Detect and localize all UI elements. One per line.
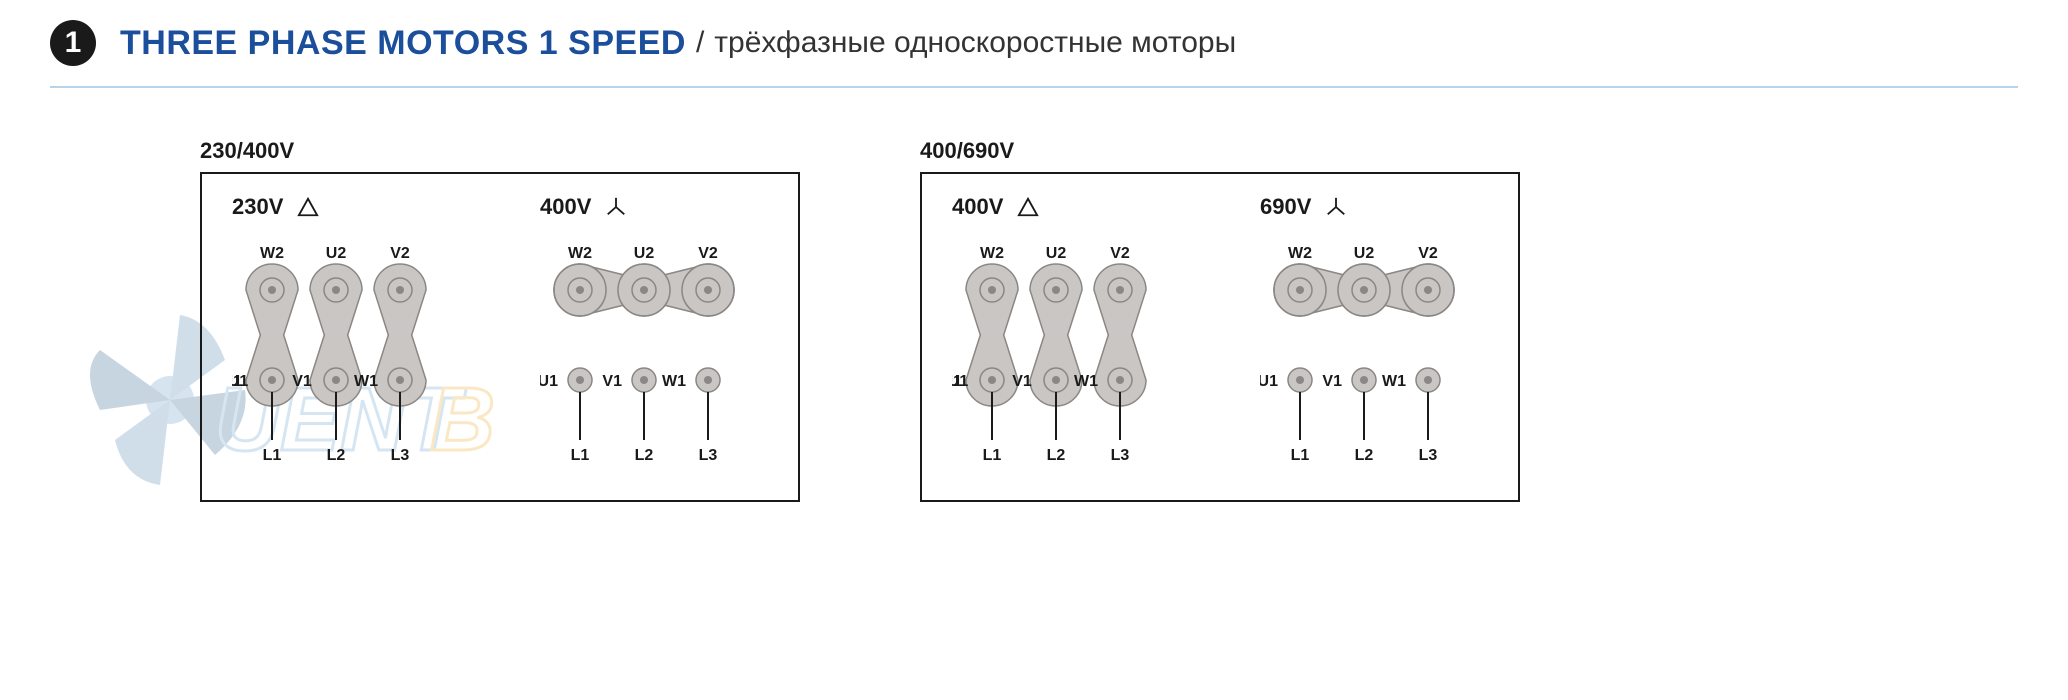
terminal-diagram: W2 U1 L1 U2 V1 L2 V2 W1 L3: [1260, 244, 1478, 470]
svg-text:U1: U1: [952, 373, 968, 390]
panel-voltage: 400V: [540, 194, 591, 220]
delta-diagram: W2U2V2U1U1V1W1U1V1W1L1L2L3: [232, 244, 450, 470]
svg-text:L2: L2: [1355, 447, 1374, 464]
wiring-box: 230V W2U2V2U1U1V1W1U1V1W1L1L2L3400V W2U1…: [200, 172, 800, 502]
svg-text:L1: L1: [983, 447, 1002, 464]
svg-text:L1: L1: [1291, 447, 1310, 464]
panel-header: 400V: [952, 194, 1039, 220]
svg-text:W1: W1: [662, 373, 686, 390]
svg-text:L2: L2: [1047, 447, 1066, 464]
voltage-group: 400/690V400V W2U2V2U1U1V1W1U1V1W1L1L2L36…: [920, 138, 1520, 502]
star-diagram: W2 U1 L1 U2 V1 L2 V2 W1 L3: [1260, 244, 1478, 470]
star-diagram: W2 U1 L1 U2 V1 L2 V2 W1 L3: [540, 244, 758, 470]
star-icon: [1325, 196, 1347, 218]
svg-text:L1: L1: [263, 447, 282, 464]
delta-panel: 400V W2U2V2U1U1V1W1U1V1W1L1L2L3: [952, 194, 1170, 470]
svg-text:V1: V1: [292, 373, 312, 390]
delta-icon: [1017, 196, 1039, 218]
svg-text:U1: U1: [232, 373, 248, 390]
svg-text:W2: W2: [980, 245, 1004, 262]
svg-text:L2: L2: [635, 447, 654, 464]
svg-text:U2: U2: [1046, 245, 1067, 262]
title-english: THREE PHASE MOTORS 1 SPEED: [120, 24, 686, 63]
svg-text:U2: U2: [634, 245, 655, 262]
title-russian: трёхфазные односкоростные моторы: [714, 26, 1236, 60]
group-voltage-label: 400/690V: [920, 138, 1520, 164]
delta-diagram: W2U2V2U1U1V1W1U1V1W1L1L2L3: [952, 244, 1170, 470]
panel-voltage: 400V: [952, 194, 1003, 220]
svg-text:L3: L3: [1111, 447, 1130, 464]
header: 1 THREE PHASE MOTORS 1 SPEED / трёхфазны…: [0, 0, 2068, 86]
group-voltage-label: 230/400V: [200, 138, 800, 164]
panel-voltage: 690V: [1260, 194, 1311, 220]
star-panel: 690V W2 U1 L1 U2 V1 L2 V2 W1 L3: [1260, 194, 1478, 470]
svg-text:W2: W2: [260, 245, 284, 262]
terminal-diagram: W2 U1 L1 U2 V1 L2 V2 W1 L3: [540, 244, 758, 470]
panel-header: 400V: [540, 194, 627, 220]
panel-header: 230V: [232, 194, 319, 220]
delta-panel: 230V W2U2V2U1U1V1W1U1V1W1L1L2L3: [232, 194, 450, 470]
diagram-content: 230/400V230V W2U2V2U1U1V1W1U1V1W1L1L2L34…: [0, 88, 2068, 502]
svg-text:U2: U2: [1354, 245, 1375, 262]
svg-text:U1: U1: [540, 373, 558, 390]
panel-header: 690V: [1260, 194, 1347, 220]
svg-text:V1: V1: [1012, 373, 1032, 390]
svg-text:V2: V2: [698, 245, 718, 262]
wiring-box: 400V W2U2V2U1U1V1W1U1V1W1L1L2L3690V W2U1…: [920, 172, 1520, 502]
svg-text:V2: V2: [1418, 245, 1438, 262]
section-number-badge: 1: [50, 20, 96, 66]
svg-text:L3: L3: [1419, 447, 1438, 464]
svg-text:U1: U1: [1260, 373, 1278, 390]
star-icon: [605, 196, 627, 218]
svg-text:L1: L1: [571, 447, 590, 464]
svg-text:W2: W2: [568, 245, 592, 262]
svg-text:L3: L3: [391, 447, 410, 464]
terminal-diagram: W2U2V2U1U1V1W1U1V1W1L1L2L3: [232, 244, 450, 470]
delta-icon: [297, 196, 319, 218]
svg-text:W2: W2: [1288, 245, 1312, 262]
svg-text:V2: V2: [390, 245, 410, 262]
svg-text:V1: V1: [1322, 373, 1342, 390]
title-separator: /: [696, 26, 704, 60]
svg-text:L2: L2: [327, 447, 346, 464]
terminal-diagram: W2U2V2U1U1V1W1U1V1W1L1L2L3: [952, 244, 1170, 470]
svg-text:U2: U2: [326, 245, 347, 262]
svg-text:W1: W1: [354, 373, 378, 390]
voltage-group: 230/400V230V W2U2V2U1U1V1W1U1V1W1L1L2L34…: [200, 138, 800, 502]
svg-text:L3: L3: [699, 447, 718, 464]
svg-text:V1: V1: [602, 373, 622, 390]
svg-text:V2: V2: [1110, 245, 1130, 262]
svg-text:W1: W1: [1074, 373, 1098, 390]
star-panel: 400V W2 U1 L1 U2 V1 L2 V2 W1 L3: [540, 194, 758, 470]
svg-text:W1: W1: [1382, 373, 1406, 390]
panel-voltage: 230V: [232, 194, 283, 220]
